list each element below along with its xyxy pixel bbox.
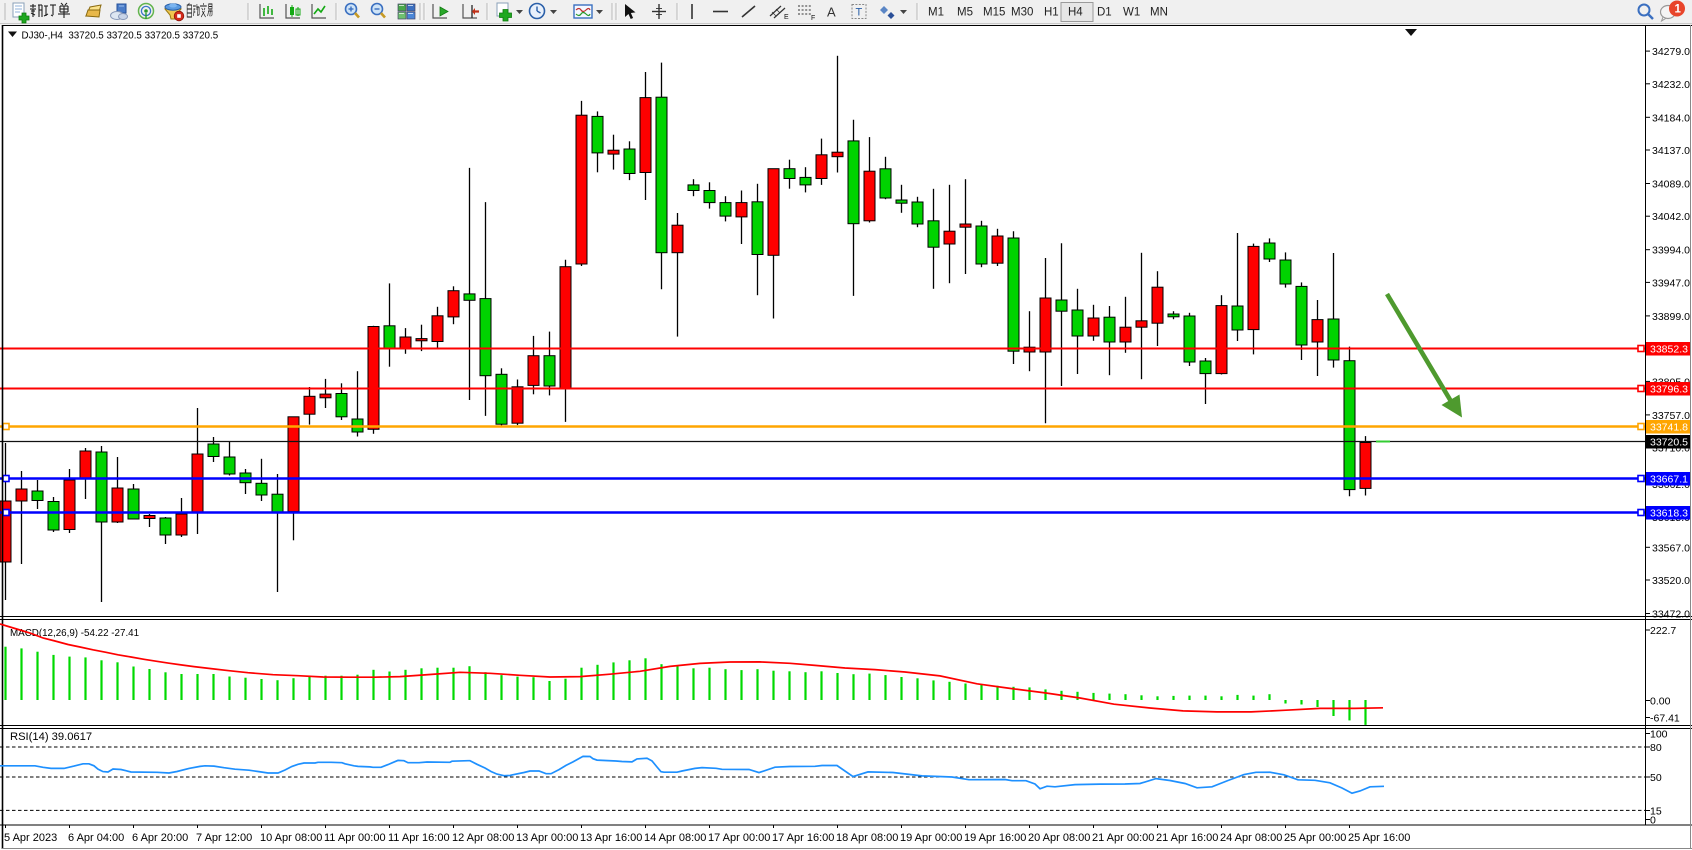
svg-text:1: 1	[1675, 4, 1682, 16]
svg-text:13 Apr 16:00: 13 Apr 16:00	[580, 832, 642, 844]
svg-text:50: 50	[1650, 772, 1662, 784]
svg-text:21 Apr 16:00: 21 Apr 16:00	[1156, 832, 1218, 844]
svg-text:21 Apr 00:00: 21 Apr 00:00	[1092, 832, 1154, 844]
svg-text:34232.0: 34232.0	[1652, 79, 1690, 91]
svg-text:33852.3: 33852.3	[1650, 344, 1688, 356]
svg-text:H1: H1	[1044, 7, 1059, 19]
svg-text:14 Apr 08:00: 14 Apr 08:00	[644, 832, 706, 844]
svg-text:7 Apr 12:00: 7 Apr 12:00	[196, 832, 252, 844]
svg-text:33947.0: 33947.0	[1652, 277, 1690, 289]
svg-text:33720.5: 33720.5	[1650, 437, 1688, 449]
svg-text:0: 0	[1650, 815, 1656, 827]
svg-text:H4: H4	[1068, 7, 1083, 19]
svg-text:18 Apr 08:00: 18 Apr 08:00	[836, 832, 898, 844]
svg-text:D1: D1	[1097, 7, 1112, 19]
svg-text:13 Apr 00:00: 13 Apr 00:00	[516, 832, 578, 844]
svg-text:-67.41: -67.41	[1650, 713, 1680, 725]
svg-text:W1: W1	[1123, 7, 1140, 19]
svg-text:34089.0: 34089.0	[1652, 179, 1690, 191]
svg-text:100: 100	[1650, 729, 1668, 741]
svg-text:MN: MN	[1150, 7, 1168, 19]
svg-text:34184.0: 34184.0	[1652, 112, 1690, 124]
svg-text:33472.0: 33472.0	[1652, 609, 1690, 621]
svg-text:222.7: 222.7	[1650, 625, 1676, 637]
svg-text:33741.8: 33741.8	[1650, 422, 1688, 434]
svg-text:M1: M1	[928, 7, 944, 19]
svg-text:25 Apr 00:00: 25 Apr 00:00	[1284, 832, 1346, 844]
svg-text:M30: M30	[1011, 7, 1033, 19]
svg-text:17 Apr 16:00: 17 Apr 16:00	[772, 832, 834, 844]
svg-text:19 Apr 16:00: 19 Apr 16:00	[964, 832, 1026, 844]
svg-text:0.00: 0.00	[1650, 696, 1671, 708]
svg-text:T: T	[856, 7, 863, 19]
svg-text:33618.3: 33618.3	[1650, 508, 1688, 520]
svg-text:A: A	[827, 5, 836, 20]
svg-text:34279.0: 34279.0	[1652, 46, 1690, 58]
svg-text:6 Apr 04:00: 6 Apr 04:00	[68, 832, 124, 844]
svg-text:6 Apr 20:00: 6 Apr 20:00	[132, 832, 188, 844]
svg-text:33520.0: 33520.0	[1652, 575, 1690, 587]
svg-text:20 Apr 08:00: 20 Apr 08:00	[1028, 832, 1090, 844]
svg-text:12 Apr 08:00: 12 Apr 08:00	[452, 832, 514, 844]
svg-text:19 Apr 00:00: 19 Apr 00:00	[900, 832, 962, 844]
svg-text:15: 15	[1650, 806, 1662, 818]
svg-text:M5: M5	[957, 7, 973, 19]
svg-text:33667.1: 33667.1	[1650, 474, 1688, 486]
svg-text:17 Apr 00:00: 17 Apr 00:00	[708, 832, 770, 844]
svg-text:33796.3: 33796.3	[1650, 384, 1688, 396]
svg-text:MACD(12,26,9) -54.22 -27.41: MACD(12,26,9) -54.22 -27.41	[10, 628, 139, 639]
svg-text:F: F	[811, 15, 815, 22]
svg-text:11 Apr 16:00: 11 Apr 16:00	[388, 832, 450, 844]
svg-text:24 Apr 08:00: 24 Apr 08:00	[1220, 832, 1282, 844]
svg-text:33567.0: 33567.0	[1652, 542, 1690, 554]
svg-text:33994.0: 33994.0	[1652, 245, 1690, 257]
svg-text:RSI(14) 39.0617: RSI(14) 39.0617	[10, 731, 92, 743]
svg-text:M15: M15	[983, 7, 1005, 19]
svg-text:25 Apr 16:00: 25 Apr 16:00	[1348, 832, 1410, 844]
svg-text:34137.0: 34137.0	[1652, 145, 1690, 157]
svg-text:DJ30-,H4 33720.5 33720.5 3372: DJ30-,H4 33720.5 33720.5 33720.5 33720.5	[22, 31, 219, 42]
svg-text:11 Apr 00:00: 11 Apr 00:00	[324, 832, 386, 844]
svg-text:33899.0: 33899.0	[1652, 311, 1690, 323]
svg-text:80: 80	[1650, 742, 1662, 754]
svg-text:10 Apr 08:00: 10 Apr 08:00	[260, 832, 322, 844]
svg-text:33757.0: 33757.0	[1652, 410, 1690, 422]
svg-text:5 Apr 2023: 5 Apr 2023	[4, 832, 57, 844]
svg-text:E: E	[784, 14, 789, 21]
svg-text:34042.0: 34042.0	[1652, 211, 1690, 223]
